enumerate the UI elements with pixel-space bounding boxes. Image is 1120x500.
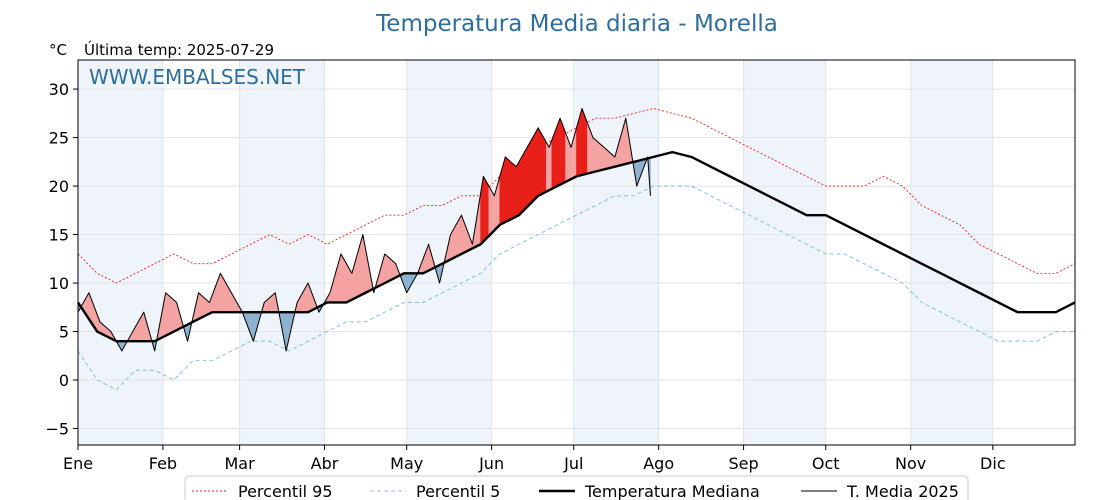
month-bands — [78, 60, 993, 445]
legend-label: Temperatura Mediana — [584, 482, 760, 500]
y-tick-label: 10 — [49, 274, 69, 293]
series-line-median — [76, 150, 1076, 343]
month-band — [78, 60, 163, 445]
x-axis: Ene Feb Mar Abr May Jun Jul Ago Sep Oct Nov Dic — [63, 445, 1006, 473]
y-tick-label: 25 — [49, 129, 69, 148]
watermark: WWW.EMBALSES.NET — [89, 65, 306, 89]
last-temp-label: Última temp: 2025-07-29 — [84, 40, 274, 59]
y-tick-label: 5 — [59, 323, 69, 342]
y-tick-label: 20 — [49, 177, 69, 196]
legend-label: Percentil 5 — [416, 482, 500, 500]
month-band — [239, 60, 325, 445]
y-tick-label: 0 — [59, 371, 69, 390]
month-label: Feb — [149, 454, 177, 473]
legend-box — [184, 475, 969, 500]
month-band — [743, 60, 826, 445]
month-label: Dic — [980, 454, 1006, 473]
y-axis: −5 0 5 10 15 20 25 30 — [45, 80, 78, 439]
month-band — [910, 60, 993, 445]
y-tick-label: −5 — [45, 420, 69, 439]
plot-frame — [77, 59, 1076, 446]
month-label: Oct — [812, 454, 840, 473]
series-line-p95 — [77, 108, 1076, 284]
month-label: Jul — [563, 454, 583, 473]
legend-label: Percentil 95 — [238, 482, 333, 500]
month-label: Nov — [895, 454, 926, 473]
month-label: May — [390, 454, 423, 473]
month-label: Sep — [729, 454, 759, 473]
legend-label: T. Media 2025 — [846, 482, 959, 500]
chart-title: Temperatura Media diaria - Morella — [375, 11, 778, 37]
month-label: Mar — [225, 454, 256, 473]
series-line-p5 — [77, 185, 1075, 391]
month-label: Ago — [643, 454, 674, 473]
y-tick-label: 30 — [49, 80, 69, 99]
legend: Percentil 95 Percentil 5 Temperatura Media… — [184, 475, 969, 500]
anomaly-fills — [77, 108, 651, 353]
month-label: Abr — [311, 454, 339, 473]
unit-label: °C — [49, 41, 67, 59]
month-label: Ene — [63, 454, 93, 473]
y-tick-label: 15 — [49, 226, 69, 245]
series-line-current — [77, 107, 651, 352]
series-lines — [76, 107, 1076, 391]
month-label: Jun — [478, 454, 504, 473]
